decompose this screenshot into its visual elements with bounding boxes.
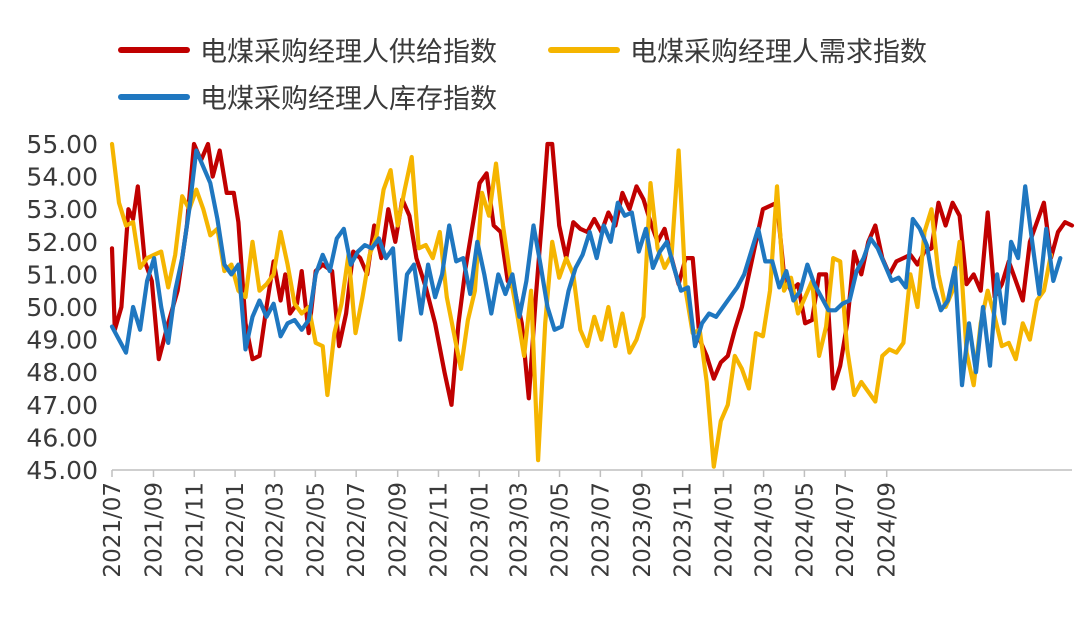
series-lines bbox=[109, 141, 1075, 469]
legend-swatch-inventory bbox=[118, 93, 190, 100]
legend-label-inventory: 电煤采购经理人库存指数 bbox=[200, 84, 497, 115]
y-tick-label: 45.00 bbox=[26, 456, 98, 485]
x-tick-label: 2024/03 bbox=[752, 482, 778, 578]
legend-label-demand: 电煤采购经理人需求指数 bbox=[630, 37, 927, 68]
y-tick-label: 49.00 bbox=[26, 326, 98, 355]
y-tick-label: 52.00 bbox=[26, 228, 98, 257]
y-tick-label: 48.00 bbox=[26, 358, 98, 387]
x-tick-label: 2021/11 bbox=[182, 482, 208, 578]
y-tick-label: 53.00 bbox=[26, 195, 98, 224]
x-tick-label: 2022/07 bbox=[344, 482, 370, 578]
legend-item-supply: 电煤采购经理人供给指数 bbox=[118, 30, 497, 69]
x-tick-label: 2024/07 bbox=[833, 482, 859, 578]
x-tick-label: 2024/05 bbox=[792, 482, 818, 578]
x-tick-label: 2023/05 bbox=[548, 482, 574, 578]
y-tick-label: 47.00 bbox=[26, 391, 98, 420]
x-tick-label: 2022/09 bbox=[386, 482, 412, 578]
x-tick-label: 2022/03 bbox=[263, 482, 289, 578]
legend-swatch-demand bbox=[548, 46, 620, 53]
x-tick-label: 2024/01 bbox=[711, 482, 737, 578]
y-tick-label: 46.00 bbox=[26, 423, 98, 452]
x-axis: 2021/07 2021/09 2021/11 2022/01 2022/03 2022/… bbox=[100, 469, 1072, 578]
x-tick-label: 2023/07 bbox=[588, 482, 614, 578]
legend-item-demand: 电煤采购经理人需求指数 bbox=[548, 30, 927, 69]
legend-item-inventory: 电煤采购经理人库存指数 bbox=[118, 77, 497, 116]
x-tick-label: 2024/09 bbox=[875, 482, 901, 578]
series-line-demand bbox=[109, 141, 1053, 469]
series-line-inventory bbox=[109, 148, 1063, 388]
x-tick-label: 2021/09 bbox=[141, 482, 167, 578]
legend-swatch-supply bbox=[118, 46, 190, 53]
y-tick-label: 50.00 bbox=[26, 293, 98, 322]
x-tick-label: 2022/11 bbox=[426, 482, 452, 578]
x-tick-label: 2022/01 bbox=[223, 482, 249, 578]
x-tick-label: 2023/01 bbox=[467, 482, 493, 578]
legend-label-supply: 电煤采购经理人供给指数 bbox=[200, 37, 497, 68]
x-tick-label: 2023/09 bbox=[630, 482, 656, 578]
x-tick-label: 2021/07 bbox=[100, 482, 126, 578]
y-tick-label: 51.00 bbox=[26, 260, 98, 289]
y-tick-label: 55.00 bbox=[26, 130, 98, 159]
x-tick-label: 2023/11 bbox=[671, 482, 697, 578]
y-axis: 45.00 46.00 47.00 48.00 49.00 50.00 51.00 52.00… bbox=[26, 130, 98, 485]
x-tick-label: 2022/05 bbox=[303, 482, 329, 578]
y-tick-label: 54.00 bbox=[26, 163, 98, 192]
x-tick-label: 2023/03 bbox=[507, 482, 533, 578]
